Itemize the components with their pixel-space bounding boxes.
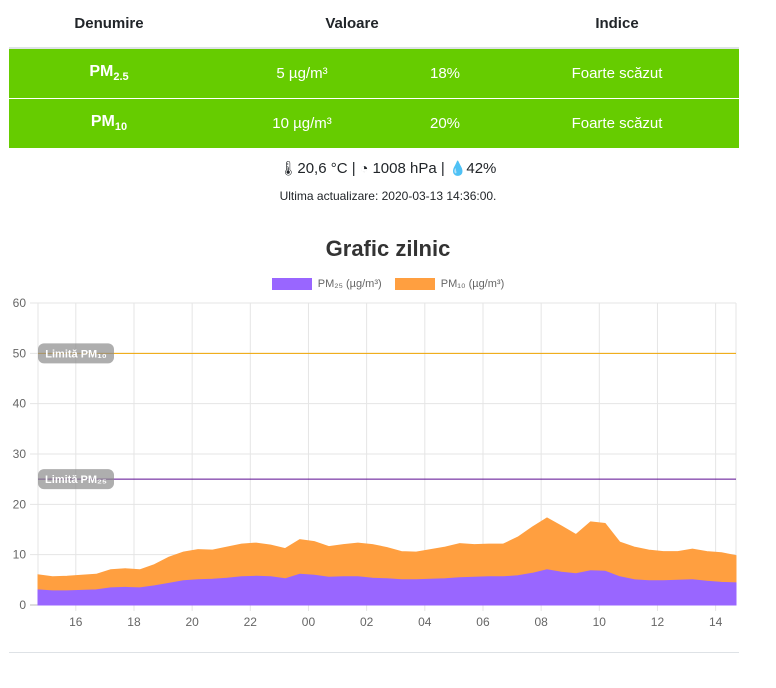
y-tick-label: 30 bbox=[13, 447, 27, 461]
separator: | bbox=[440, 160, 445, 177]
x-tick-label: 20 bbox=[185, 615, 199, 629]
pm25-area bbox=[37, 569, 737, 606]
header-index: Indice bbox=[595, 15, 639, 32]
thermometer-icon: 🌡 bbox=[279, 160, 298, 176]
legend-swatch bbox=[394, 278, 435, 290]
pollutant-percent: 18% bbox=[429, 65, 461, 82]
x-tick-label: 12 bbox=[651, 615, 665, 629]
x-tick-label: 18 bbox=[127, 615, 141, 629]
limit-label: Limită PM₁₀ bbox=[45, 348, 106, 360]
y-tick-label: 60 bbox=[13, 296, 27, 310]
y-tick-label: 50 bbox=[13, 346, 27, 360]
y-tick-label: 40 bbox=[13, 397, 27, 411]
gauge-icon: ◔ bbox=[359, 160, 369, 176]
header-value: Valoare bbox=[325, 15, 379, 32]
pollutant-name: PM2.5 bbox=[89, 63, 129, 84]
pollutant-value: 10 µg/m³ bbox=[272, 115, 332, 132]
pressure: 1008 hPa bbox=[372, 160, 437, 177]
x-tick-label: 04 bbox=[418, 615, 432, 629]
pollutant-index: Foarte scăzut bbox=[571, 115, 663, 132]
x-tick-label: 14 bbox=[709, 615, 723, 629]
limit-label: Limită PM₂₅ bbox=[45, 474, 107, 486]
y-tick-label: 0 bbox=[19, 598, 26, 612]
header-name: Denumire bbox=[74, 15, 144, 32]
x-tick-label: 22 bbox=[244, 615, 258, 629]
pollutant-value: 5 µg/m³ bbox=[276, 65, 328, 82]
table-header: Denumire Valoare Indice bbox=[9, 0, 739, 49]
daily-chart: 0 10 20 30 40 50 60 16 18 20 22 00 02 04 06 08 10 12 14 Lim… bbox=[13, 296, 737, 629]
legend-item-pm10[interactable]: PM₁₀ (µg/m³) bbox=[394, 278, 504, 290]
weather-summary: 🌡20,6 °C | ◔ 1008 hPa | 💧42% bbox=[0, 160, 776, 177]
divider bbox=[9, 652, 739, 653]
x-tick-label: 10 bbox=[593, 615, 607, 629]
droplet-icon: 💧 bbox=[448, 160, 467, 176]
last-updated: Ultima actualizare: 2020-03-13 14:36:00. bbox=[279, 189, 497, 203]
chart-title: Grafic zilnic bbox=[325, 236, 451, 261]
separator: | bbox=[351, 160, 356, 177]
table-row: PM10 10 µg/m³ 20% Foarte scăzut bbox=[9, 99, 739, 149]
x-tick-label: 06 bbox=[476, 615, 490, 629]
pollutant-index: Foarte scăzut bbox=[571, 65, 663, 82]
air-quality-table: Denumire Valoare Indice PM2.5 5 µg/m³ 18… bbox=[9, 0, 739, 149]
x-tick-label: 08 bbox=[534, 615, 548, 629]
x-tick-label: 02 bbox=[360, 615, 374, 629]
pollutant-name: PM10 bbox=[90, 113, 128, 134]
x-tick-label: 16 bbox=[69, 615, 83, 629]
y-tick-label: 20 bbox=[13, 497, 27, 511]
chart-legend: PM₂₅ (µg/m³) PM₁₀ (µg/m³) bbox=[0, 278, 776, 293]
legend-item-pm25[interactable]: PM₂₅ (µg/m³) bbox=[271, 278, 382, 290]
x-tick-label: 00 bbox=[302, 615, 316, 629]
y-tick-label: 10 bbox=[13, 548, 27, 562]
legend-swatch bbox=[271, 278, 312, 290]
humidity: 42% bbox=[466, 160, 497, 177]
limit-label-bg bbox=[38, 343, 114, 364]
table-row: PM2.5 5 µg/m³ 18% Foarte scăzut bbox=[9, 49, 739, 99]
limit-label-bg bbox=[38, 469, 114, 490]
pollutant-percent: 20% bbox=[429, 115, 461, 132]
temperature: 20,6 °C bbox=[297, 160, 348, 177]
